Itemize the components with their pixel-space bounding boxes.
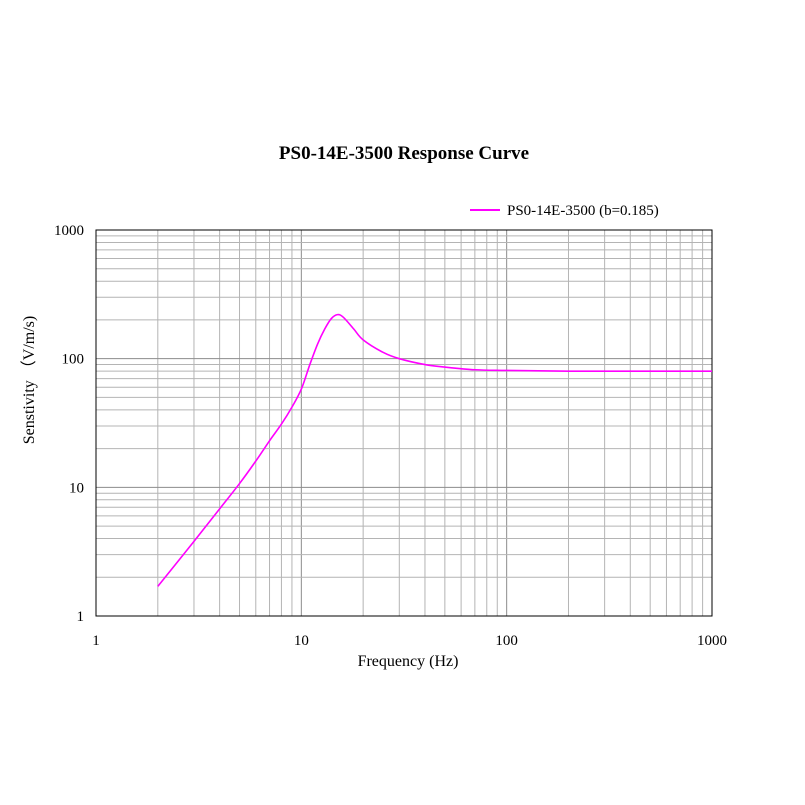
chart-title: PS0-14E-3500 Response Curve — [279, 143, 529, 164]
series-line — [157, 313, 712, 587]
y-tick-label: 1000 — [54, 223, 84, 239]
y-axis-label: Senstivity （V/m/s) — [20, 316, 38, 444]
legend: PS0-14E-3500 (b=0.185) — [470, 203, 659, 219]
x-axis-label: Frequency (Hz) — [358, 653, 459, 670]
x-tick-label: 1 — [92, 633, 100, 649]
legend-label: PS0-14E-3500 (b=0.185) — [507, 203, 659, 219]
series — [157, 313, 712, 587]
y-tick-label: 100 — [62, 352, 85, 368]
x-tick-label: 1000 — [697, 633, 727, 649]
tick-labels: 1 10 100 1000 1 10 100 1000 — [54, 223, 727, 649]
y-tick-label: 1 — [77, 609, 85, 625]
y-tick-label: 10 — [69, 480, 84, 496]
plot-frame — [95, 229, 713, 617]
grid — [96, 230, 712, 616]
x-tick-label: 100 — [495, 633, 518, 649]
x-tick-label: 10 — [294, 633, 309, 649]
